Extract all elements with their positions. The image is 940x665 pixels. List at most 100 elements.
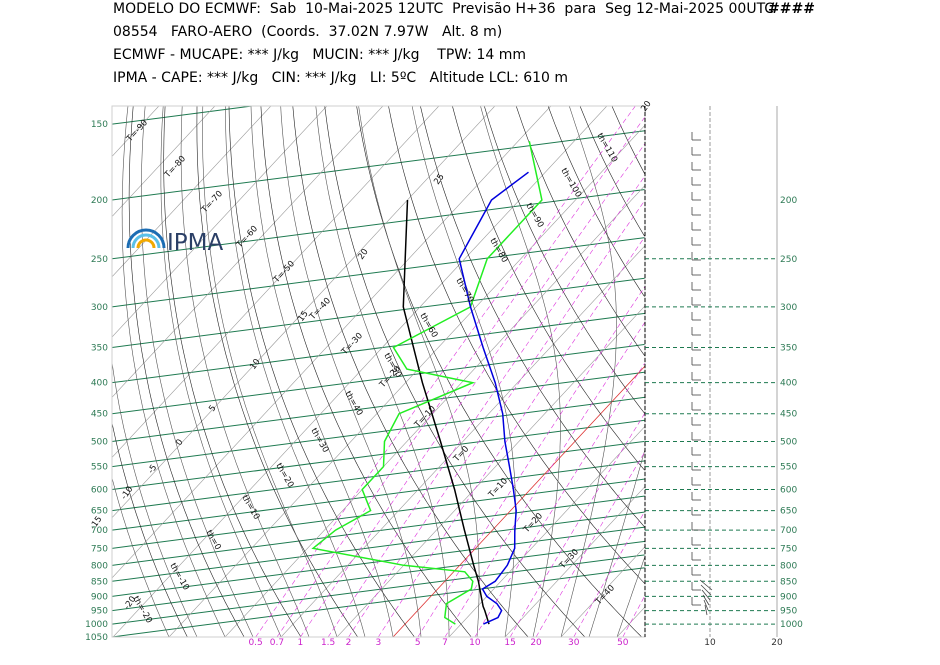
- isotherm-line: [112, 106, 608, 637]
- dry-adiabat-label: th=80: [487, 237, 509, 265]
- pressure-tick-left: 150: [91, 120, 108, 130]
- moist-adiabat-label: 10: [248, 357, 262, 372]
- isobar-line: [112, 277, 645, 348]
- pressure-tick-left: 600: [91, 486, 108, 496]
- pressure-tick-right: 1000: [780, 620, 803, 630]
- isotherm-line: [112, 106, 384, 398]
- moist-adiabat-line: [560, 106, 617, 637]
- moist-adiabat-line: [315, 106, 450, 637]
- moist-adiabat-line: [121, 106, 226, 637]
- dewpoint-curve: [311, 141, 543, 625]
- pressure-tick-right: 750: [780, 544, 797, 554]
- isobar-line: [112, 130, 645, 201]
- isotherm-line: [112, 106, 328, 338]
- dry-adiabat-line: [452, 106, 645, 472]
- ipma-logo: IPMA: [126, 228, 223, 256]
- isotherm-line: [560, 546, 645, 637]
- isobar-line: [112, 495, 645, 566]
- dry-adiabat-line: [803, 106, 940, 637]
- logo-arc-blue: [126, 228, 166, 249]
- moist-adiabat-label: 0: [174, 438, 185, 448]
- moist-adiabat-line: [180, 106, 310, 637]
- pressure-tick-left: 850: [91, 577, 108, 587]
- pressure-tick-left: 300: [91, 303, 108, 313]
- wind-barb: [702, 594, 710, 606]
- isobar-line: [112, 371, 645, 442]
- pressure-tick-left: 1000: [85, 620, 108, 630]
- pressure-tick-right: 550: [780, 463, 797, 473]
- mixing-ratio-tick: 0.7: [270, 638, 284, 648]
- isobar-line: [112, 237, 645, 308]
- pressure-tick-left: 400: [91, 379, 108, 389]
- mixing-ratio-line: [255, 106, 636, 637]
- dry-adiabat-line: [420, 106, 645, 528]
- dry-adiabat-line: [740, 106, 940, 637]
- pressure-tick-left: 900: [91, 592, 108, 602]
- mixing-ratio-line: [378, 235, 645, 637]
- dry-adiabat-line: [643, 106, 645, 110]
- logo-arc-yellow: [136, 238, 156, 249]
- pressure-tick-right: 450: [780, 410, 797, 420]
- isotherm-label: T=0: [451, 444, 471, 465]
- dry-adiabat-line: [835, 106, 940, 637]
- header-line-station: 08554 FARO-AERO (Coords. 37.02N 7.97W Al…: [113, 24, 503, 40]
- dry-adiabat-line: [163, 106, 302, 637]
- moist-adiabat-line: [160, 106, 282, 637]
- mixing-ratio-tick: 20: [530, 638, 542, 648]
- dry-adiabat-line: [196, 106, 358, 637]
- moist-adiabat-line: [225, 106, 366, 637]
- moist-adiabat-line: [616, 555, 645, 637]
- isobar-line: [112, 396, 645, 468]
- plot-area: [112, 106, 940, 637]
- pressure-tick-left: 500: [91, 437, 108, 447]
- mixing-ratio-line: [573, 510, 645, 637]
- dry-adiabat-line: [228, 106, 415, 637]
- header-flag: ####: [768, 1, 815, 17]
- pressure-tick-right: 650: [780, 507, 797, 517]
- wind-barb: [700, 584, 712, 596]
- header-line-ecmwf-indices: ECMWF - MUCAPE: *** J/kg MUCIN: *** J/kg…: [113, 47, 527, 63]
- moist-adiabat-label: 25: [432, 172, 446, 187]
- pressure-tick-right: 800: [780, 561, 797, 571]
- isotherm-line: [112, 106, 552, 579]
- header-line-model-run: MODELO DO ECMWF: Sab 10-Mai-2025 12UTC P…: [113, 1, 775, 17]
- mixing-ratio-line: [509, 412, 645, 637]
- moist-adiabat-line: [250, 106, 394, 637]
- moist-adiabat-label: 20: [639, 99, 653, 114]
- dry-adiabat-line: [356, 106, 642, 637]
- isobar-line: [112, 511, 645, 582]
- isotherm-line: [112, 106, 272, 278]
- mixing-ratio-line: [327, 175, 645, 637]
- dry-adiabat-line: [931, 106, 940, 637]
- pressure-tick-left: 450: [91, 410, 108, 420]
- dry-adiabat-label: th=100: [558, 167, 583, 200]
- pressure-tick-left: 1050: [85, 633, 108, 643]
- mixing-ratio-line: [348, 199, 645, 637]
- mixing-ratio-line: [417, 285, 645, 637]
- isotherm-label: T=-30: [339, 331, 365, 358]
- dry-adiabat-label: th=40: [342, 390, 364, 418]
- pressure-tick-right: 400: [780, 379, 797, 389]
- dry-adiabat-line: [260, 106, 472, 637]
- dry-adiabat-line: [128, 106, 245, 637]
- parcel-curve: [402, 199, 490, 625]
- isobar-line: [112, 460, 645, 531]
- moist-adiabat-line: [112, 476, 170, 637]
- dry-adiabat-line: [579, 106, 645, 238]
- mixing-ratio-tick: 10: [469, 638, 481, 648]
- pressure-tick-right: 200: [780, 196, 797, 206]
- pressure-tick-left: 700: [91, 526, 108, 536]
- pressure-tick-left: 650: [91, 507, 108, 517]
- isobar-line: [112, 567, 645, 637]
- isotherm-line: [112, 106, 160, 157]
- mixing-ratio-tick: 50: [617, 638, 629, 648]
- temperature-curve: [458, 171, 529, 625]
- wind-barb: [704, 604, 708, 616]
- mixing-ratio-tick: 5: [415, 638, 421, 648]
- moist-adiabat-line: [202, 106, 338, 637]
- wind-barb: [699, 579, 713, 591]
- dry-adiabat-line: [676, 106, 940, 637]
- dry-adiabat-line: [112, 421, 188, 637]
- dry-adiabat-line: [324, 106, 586, 637]
